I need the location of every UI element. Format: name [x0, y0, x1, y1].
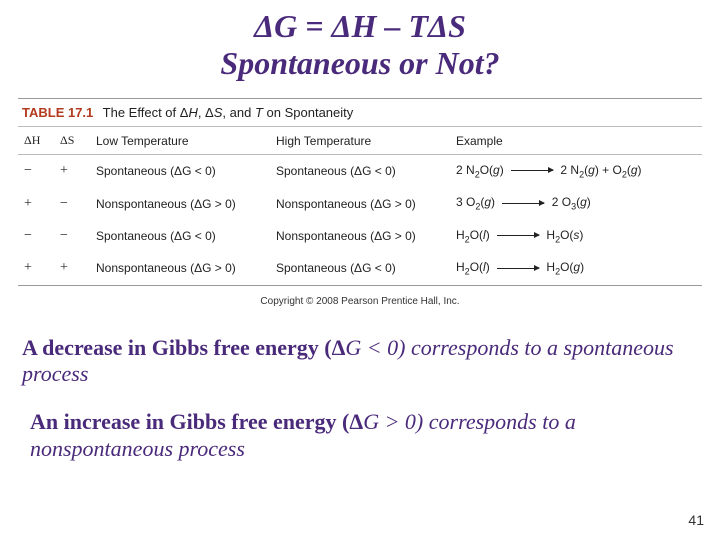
- cell-example: H2O(l) H2O(s): [450, 220, 702, 252]
- reaction-arrow-icon: [502, 203, 544, 204]
- cell-example: H2O(l) H2O(g): [450, 252, 702, 284]
- cell-dh: −: [18, 155, 54, 188]
- table-row: + + Nonspontaneous (ΔG > 0) Spontaneous …: [18, 252, 702, 284]
- ex-lhs: H2O(l): [456, 260, 490, 274]
- table-row: − + Spontaneous (ΔG < 0) Spontaneous (ΔG…: [18, 155, 702, 188]
- ex-rhs: H2O(s): [546, 228, 583, 242]
- para1-delta: Δ: [332, 335, 346, 360]
- page-number: 41: [688, 512, 704, 528]
- cell-ds: −: [54, 187, 90, 219]
- equation-text: ΔG = ΔH – TΔS: [254, 8, 466, 44]
- reaction-arrow-icon: [497, 268, 539, 269]
- cell-example: 3 O2(g) 2 O3(g): [450, 187, 702, 219]
- paragraph-spontaneous: A decrease in Gibbs free energy (ΔG < 0)…: [22, 335, 698, 388]
- table-label: TABLE 17.1: [22, 105, 93, 120]
- cell-high: Spontaneous (ΔG < 0): [270, 155, 450, 188]
- col-example: Example: [450, 127, 702, 155]
- paragraph-nonspontaneous: An increase in Gibbs free energy (ΔG > 0…: [30, 409, 698, 462]
- ex-rhs: 2 O3(g): [552, 195, 591, 209]
- ex-lhs: H2O(l): [456, 228, 490, 242]
- para2-lead: An increase in Gibbs free energy (: [30, 409, 349, 434]
- col-low-temp: Low Temperature: [90, 127, 270, 155]
- spontaneity-table: TABLE 17.1 The Effect of ΔH, ΔS, and T o…: [18, 98, 702, 286]
- cell-high: Nonspontaneous (ΔG > 0): [270, 187, 450, 219]
- col-dh: ΔH: [18, 127, 54, 155]
- para1-g: G < 0): [345, 335, 411, 360]
- ex-rhs: H2O(g): [546, 260, 584, 274]
- cell-ds: +: [54, 155, 90, 188]
- cell-low: Spontaneous (ΔG < 0): [90, 155, 270, 188]
- cell-ds: +: [54, 252, 90, 284]
- cell-low: Spontaneous (ΔG < 0): [90, 220, 270, 252]
- col-ds: ΔS: [54, 127, 90, 155]
- cell-example: 2 N2O(g) 2 N2(g) + O2(g): [450, 155, 702, 188]
- subtitle: Spontaneous or Not?: [0, 45, 720, 82]
- reaction-arrow-icon: [511, 170, 553, 171]
- para2-delta: Δ: [349, 409, 363, 434]
- cell-dh: −: [18, 220, 54, 252]
- ex-lhs: 2 N2O(g): [456, 163, 504, 177]
- para1-lead: A decrease in Gibbs free energy (: [22, 335, 332, 360]
- col-high-temp: High Temperature: [270, 127, 450, 155]
- cell-low: Nonspontaneous (ΔG > 0): [90, 252, 270, 284]
- equation: ΔG = ΔH – TΔS: [0, 8, 720, 45]
- table-row: − − Spontaneous (ΔG < 0) Nonspontaneous …: [18, 220, 702, 252]
- para2-g: G > 0): [363, 409, 429, 434]
- cell-ds: −: [54, 220, 90, 252]
- cell-low: Nonspontaneous (ΔG > 0): [90, 187, 270, 219]
- ex-lhs: 3 O2(g): [456, 195, 495, 209]
- table-header-row: ΔH ΔS Low Temperature High Temperature E…: [18, 127, 702, 155]
- cell-dh: +: [18, 187, 54, 219]
- table-caption: TABLE 17.1 The Effect of ΔH, ΔS, and T o…: [18, 99, 702, 126]
- ex-rhs: 2 N2(g) + O2(g): [560, 163, 641, 177]
- copyright: Copyright © 2008 Pearson Prentice Hall, …: [0, 296, 720, 307]
- cell-high: Spontaneous (ΔG < 0): [270, 252, 450, 284]
- cell-dh: +: [18, 252, 54, 284]
- table-row: + − Nonspontaneous (ΔG > 0) Nonspontaneo…: [18, 187, 702, 219]
- table-caption-text: The Effect of ΔH, ΔS, and T on Spontanei…: [103, 105, 354, 120]
- cell-high: Nonspontaneous (ΔG > 0): [270, 220, 450, 252]
- table: ΔH ΔS Low Temperature High Temperature E…: [18, 126, 702, 285]
- title-block: ΔG = ΔH – TΔS Spontaneous or Not?: [0, 0, 720, 88]
- reaction-arrow-icon: [497, 235, 539, 236]
